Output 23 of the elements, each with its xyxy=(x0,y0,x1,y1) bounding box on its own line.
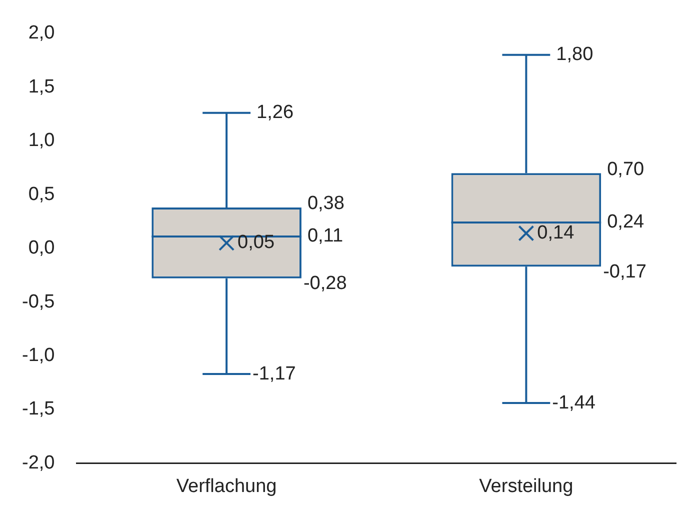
x-tick-label: Verflachung xyxy=(176,476,277,497)
annotation: 1,26 xyxy=(256,102,294,124)
y-tick-label: 2,0 xyxy=(28,22,55,44)
annotation: 0,11 xyxy=(307,226,344,247)
annotation: -0,17 xyxy=(603,261,646,282)
y-tick-label: -2,0 xyxy=(22,452,55,474)
y-tick-label: 1,0 xyxy=(28,130,55,152)
annotation: 0,14 xyxy=(537,222,575,244)
annotation: -1,44 xyxy=(552,392,596,414)
y-tick-label: -1,0 xyxy=(22,344,55,366)
annotation: 0,24 xyxy=(607,212,645,233)
annotation: 0,70 xyxy=(607,158,644,180)
x-tick-label: Versteilung xyxy=(479,476,574,497)
annotation: 1,80 xyxy=(556,44,594,66)
y-tick-label: 1,5 xyxy=(28,76,55,98)
y-tick-label: 0,0 xyxy=(28,238,55,259)
y-tick-label: -0,5 xyxy=(22,291,55,312)
annotation: 0,05 xyxy=(238,232,275,254)
annotation: 0,38 xyxy=(307,193,344,214)
y-tick-label: 0,5 xyxy=(28,184,55,205)
annotation: -0,28 xyxy=(303,273,347,294)
annotation: -1,17 xyxy=(252,363,296,384)
y-tick-label: -1,5 xyxy=(22,398,55,420)
